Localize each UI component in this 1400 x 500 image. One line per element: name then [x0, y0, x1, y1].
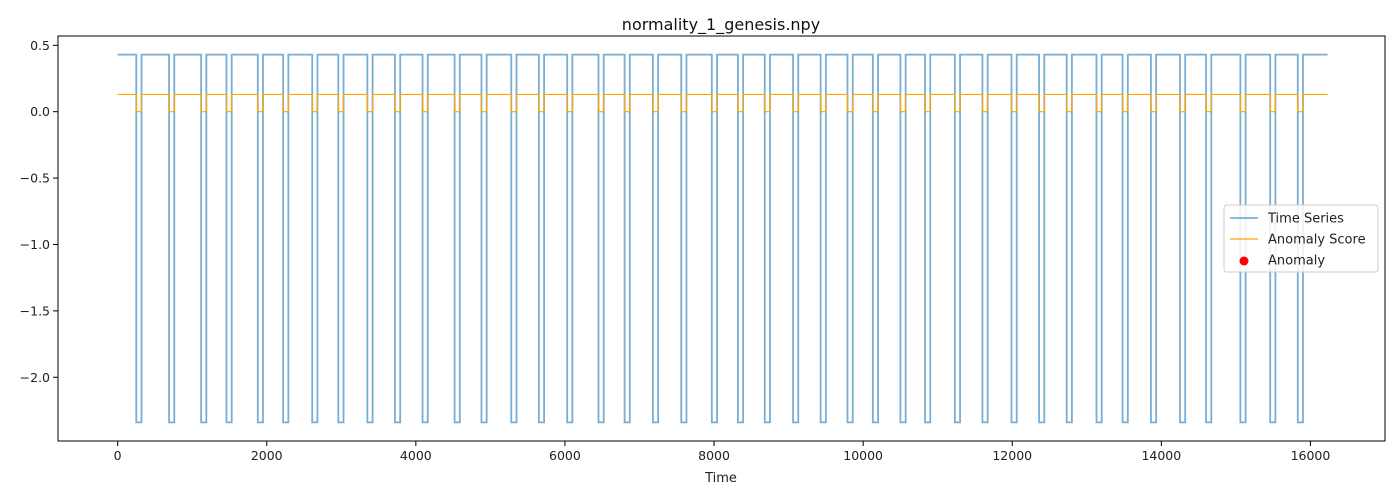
legend-box — [1223, 204, 1379, 273]
x-tick-label: 14000 — [1141, 448, 1181, 463]
x-tick-label: 2000 — [251, 448, 283, 463]
chart-title: normality_1_genesis.npy — [622, 15, 820, 35]
series-time-series-line — [117, 53, 1328, 424]
legend-label: Time Series — [1267, 212, 1344, 227]
x-tick-label: 4000 — [400, 448, 432, 463]
series-anomaly-score-line — [117, 93, 1328, 113]
x-tick-label: 6000 — [549, 448, 581, 463]
plot-area — [117, 53, 1328, 424]
y-tick-label: −1.0 — [20, 237, 50, 252]
y-tick-label: 0.5 — [30, 38, 50, 53]
legend-label: Anomaly Score — [1268, 233, 1366, 248]
x-axis: 0 2000 4000 6000 8000 10000 12000 14000 16000 — [114, 441, 1331, 463]
x-tick-label: 16000 — [1291, 448, 1331, 463]
x-tick-label: 0 — [114, 448, 122, 463]
y-tick-label: −2.0 — [20, 370, 50, 385]
y-tick-label: 0.0 — [30, 104, 50, 119]
axes-frame — [57, 35, 1386, 442]
x-tick-label: 10000 — [843, 448, 883, 463]
y-tick-label: −0.5 — [20, 171, 50, 186]
legend-label: Anomaly — [1268, 254, 1325, 269]
x-tick-label: 12000 — [992, 448, 1032, 463]
legend-swatch — [1239, 256, 1249, 266]
x-tick-label: 8000 — [698, 448, 730, 463]
y-axis: 0.5 0.0 −0.5 −1.0 −1.5 −2.0 — [20, 38, 58, 385]
x-axis-label: Time — [704, 471, 737, 486]
legend: Time Series Anomaly Score Anomaly — [1223, 204, 1379, 273]
y-tick-label: −1.5 — [20, 303, 50, 318]
